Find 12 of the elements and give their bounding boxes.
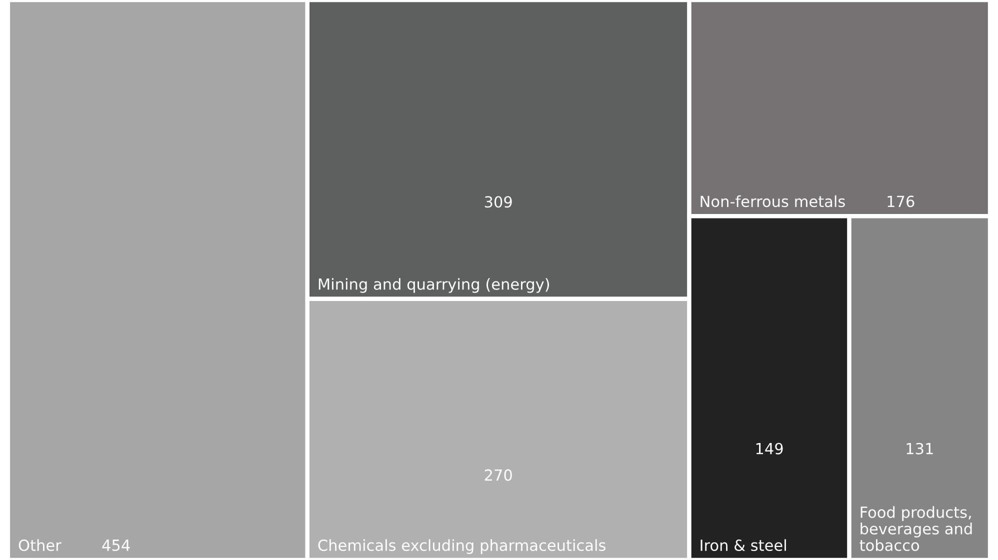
data-label: 309 — [484, 196, 512, 208]
category-label: Iron & steel — [700, 539, 786, 552]
data-label: 149 — [756, 442, 783, 454]
data-label: 131 — [906, 442, 933, 454]
data-label: 270 — [484, 469, 512, 481]
data-label: 454 — [102, 540, 130, 552]
category-label: Non-ferrous metals — [700, 195, 845, 208]
category-label: Other — [18, 539, 62, 552]
category-label: Mining and quarrying (energy) — [318, 278, 550, 293]
category-label: Chemicals excluding pharmaceuticals — [318, 539, 606, 554]
category-label: Food products, beverages and tobacco — [860, 506, 972, 552]
data-label: 176 — [888, 196, 914, 208]
